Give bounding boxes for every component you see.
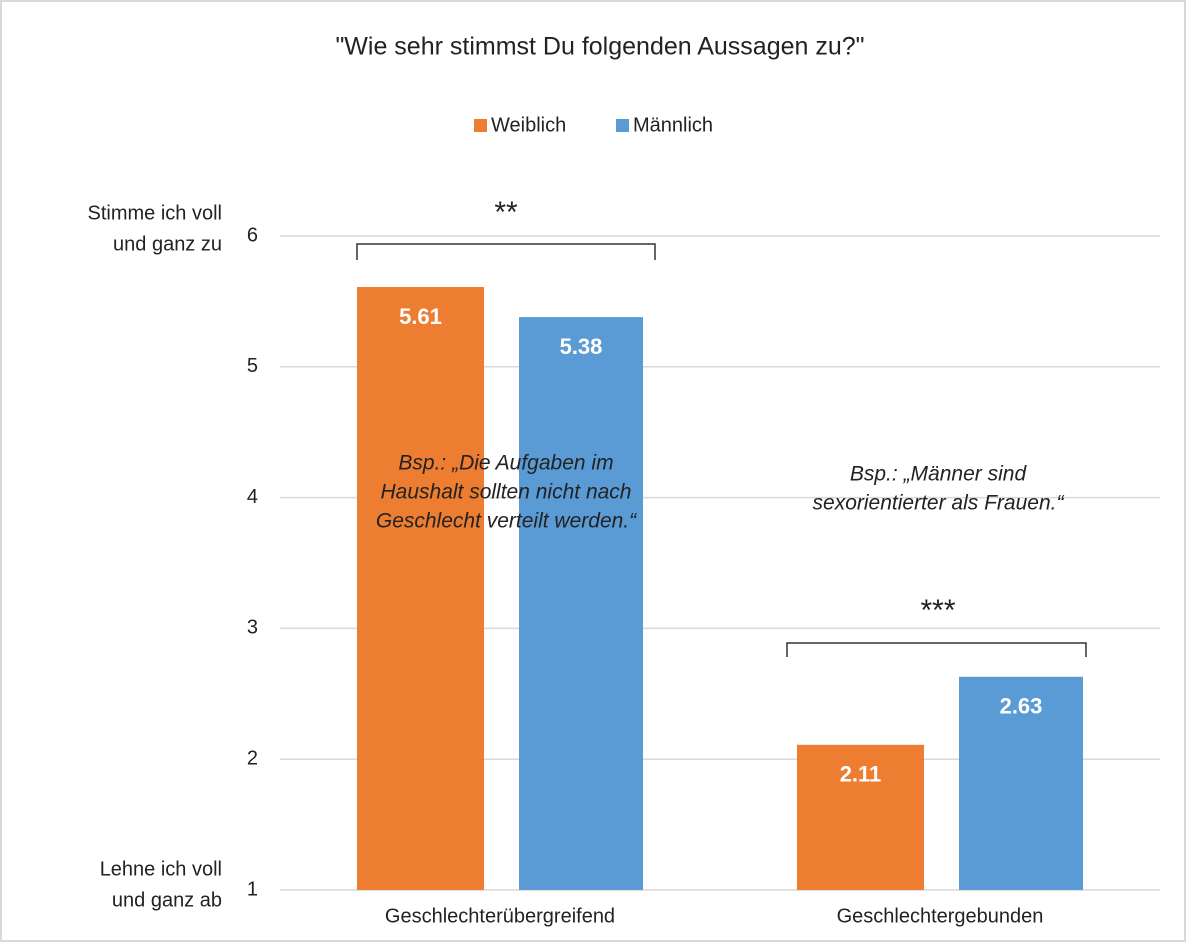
data-label: 2.63: [1000, 694, 1043, 719]
y-tick-label: 1: [247, 878, 258, 900]
legend-swatch: [474, 119, 487, 132]
bar: [797, 744, 924, 890]
data-label: 5.38: [560, 334, 603, 359]
significance-bracket: [356, 243, 656, 260]
annotation: Haushalt sollten nicht nach: [381, 481, 632, 504]
annotation: Bsp.: „Männer sind: [850, 463, 1028, 486]
legend-label: Weiblich: [491, 114, 566, 136]
annotation: Geschlecht verteilt werden.“: [376, 510, 637, 533]
bar: [519, 317, 643, 890]
legend-swatch: [616, 119, 629, 132]
significance-bracket: [786, 642, 1087, 657]
y-axis-label: und ganz ab: [112, 889, 222, 911]
data-label: 5.61: [399, 304, 442, 329]
bar: [357, 287, 484, 891]
data-label: 2.11: [840, 762, 882, 787]
x-tick-label: Geschlechterübergreifend: [385, 905, 615, 927]
x-tick-label: Geschlechtergebunden: [837, 905, 1044, 927]
annotation: Bsp.: „Die Aufgaben im: [398, 452, 613, 475]
y-tick-label: 3: [247, 617, 258, 639]
annotation: **: [494, 196, 518, 229]
y-tick-label: 6: [247, 224, 258, 246]
y-tick-label: 2: [247, 747, 258, 769]
y-tick-label: 4: [247, 486, 258, 508]
y-axis-label: Stimme ich voll: [88, 202, 222, 224]
y-tick-label: 5: [247, 355, 258, 377]
annotation: ***: [920, 594, 955, 627]
y-axis-label: und ganz zu: [113, 233, 222, 255]
legend-label: Männlich: [633, 114, 713, 136]
annotation: sexorientierter als Frauen.“: [813, 492, 1065, 515]
bar: [959, 676, 1083, 890]
chart-title: "Wie sehr stimmst Du folgenden Aussagen …: [335, 33, 864, 61]
y-axis-label: Lehne ich voll: [100, 858, 222, 880]
